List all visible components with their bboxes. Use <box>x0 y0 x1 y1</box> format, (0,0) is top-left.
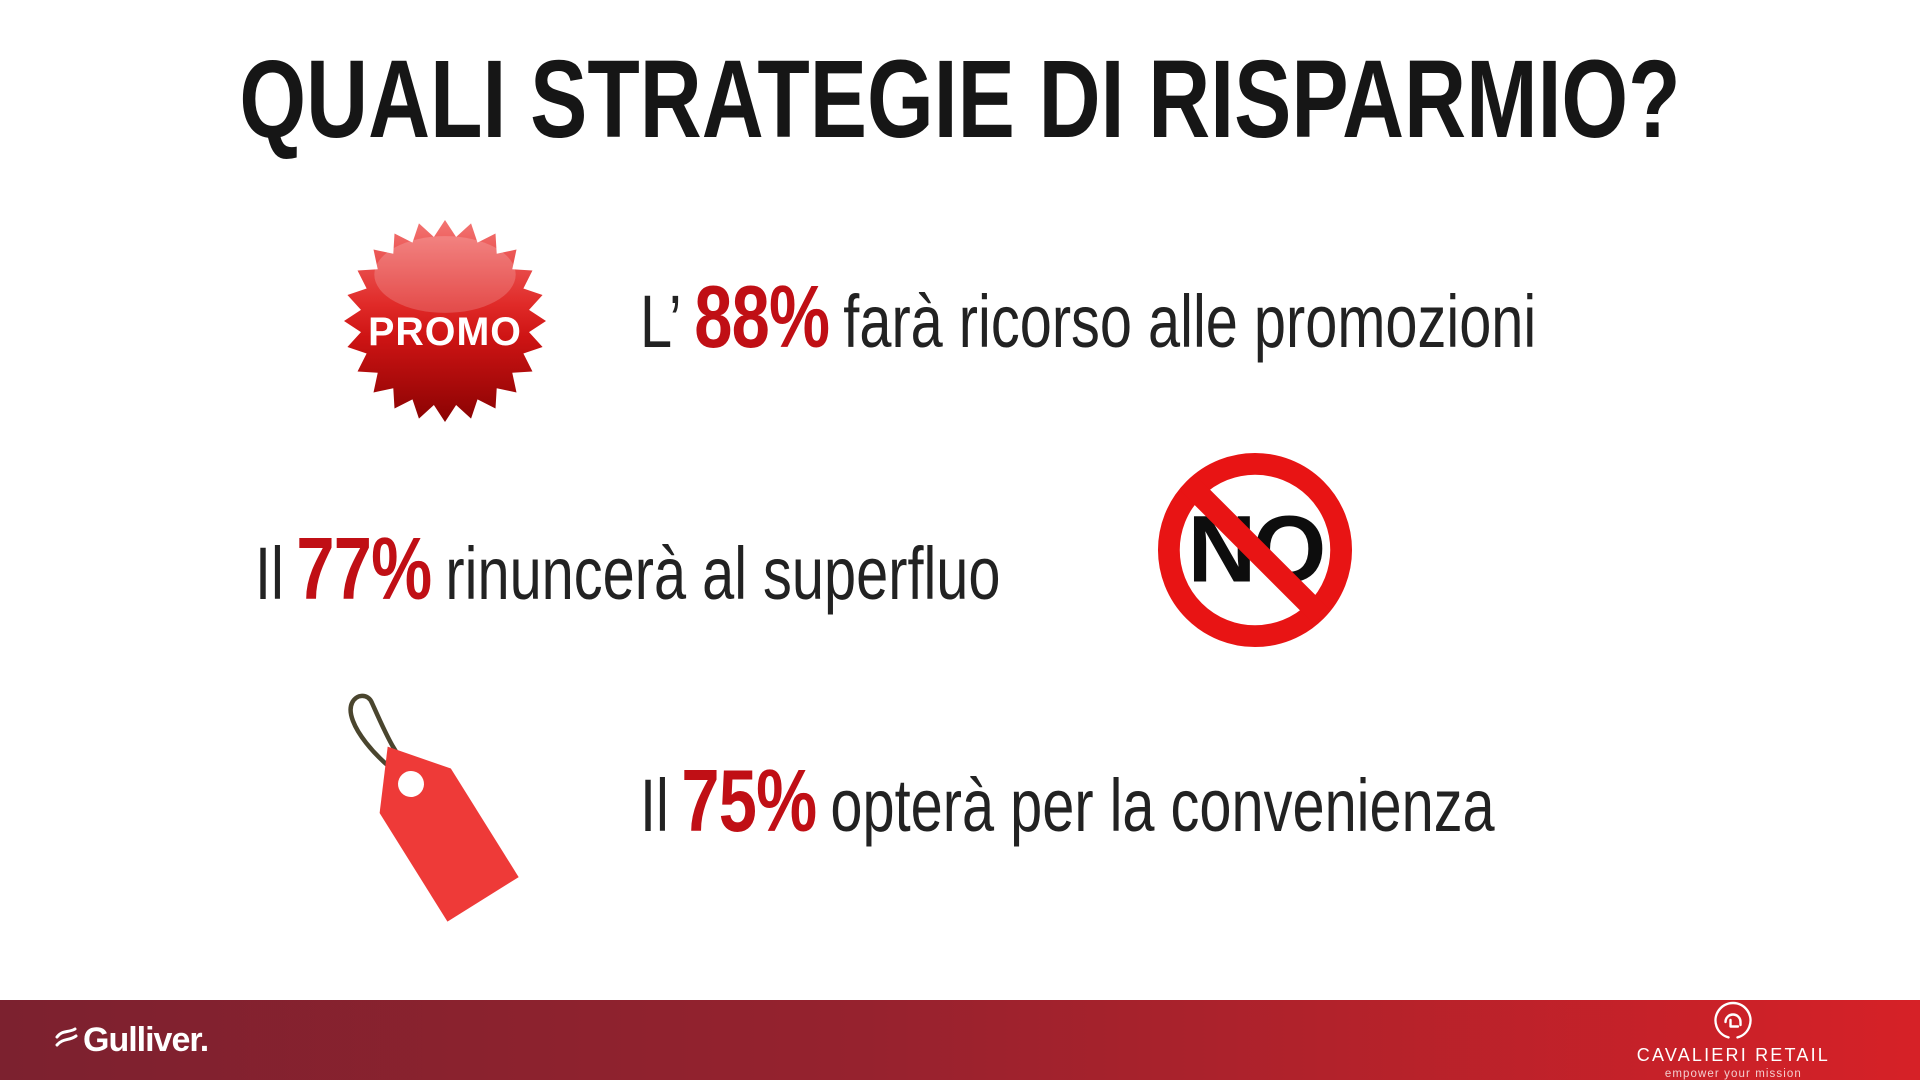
stat-prefix: Il <box>255 532 284 615</box>
stat-suffix: rinuncerà al superfluo <box>445 532 1001 615</box>
stat-prefix: Il <box>640 764 669 847</box>
cavalieri-retail-logo: CAVALIERI RETAIL empower your mission <box>1637 1001 1830 1080</box>
page-title: QUALI STRATEGIE DI RISPARMIO? <box>239 38 1681 161</box>
no-sign-icon: NO <box>1156 451 1354 649</box>
promo-badge-label: PROMO <box>368 310 522 354</box>
stat-row-convenience: Il 75% opterà per la convenienza <box>640 757 1495 845</box>
cavalieri-retail-tagline: empower your mission <box>1664 1067 1802 1080</box>
stat-percent: 88% <box>694 267 830 366</box>
stat-row-promotions: L’ 88% farà ricorso alle promozioni <box>640 273 1536 361</box>
stat-prefix: L’ <box>640 280 682 363</box>
cavalieri-retail-icon <box>1714 1001 1753 1039</box>
stat-percent: 75% <box>681 751 817 850</box>
footer-bar: Gulliver. CAVALIERI RETAIL empower your … <box>0 1000 1920 1080</box>
gulliver-logo-text: Gulliver. <box>83 1020 209 1059</box>
stat-suffix: farà ricorso alle promozioni <box>843 280 1537 363</box>
stat-percent: 77% <box>296 519 432 618</box>
cavalieri-retail-name: CAVALIERI RETAIL <box>1636 1044 1830 1065</box>
gulliver-logo: Gulliver. <box>55 1020 209 1060</box>
price-tag-icon <box>333 688 581 956</box>
stat-suffix: opterà per la convenienza <box>830 764 1495 847</box>
promo-badge-icon: PROMO <box>344 220 546 422</box>
gulliver-waves-icon <box>55 1027 78 1047</box>
stat-row-superfluous: Il 77% rinuncerà al superfluo <box>255 525 1001 613</box>
